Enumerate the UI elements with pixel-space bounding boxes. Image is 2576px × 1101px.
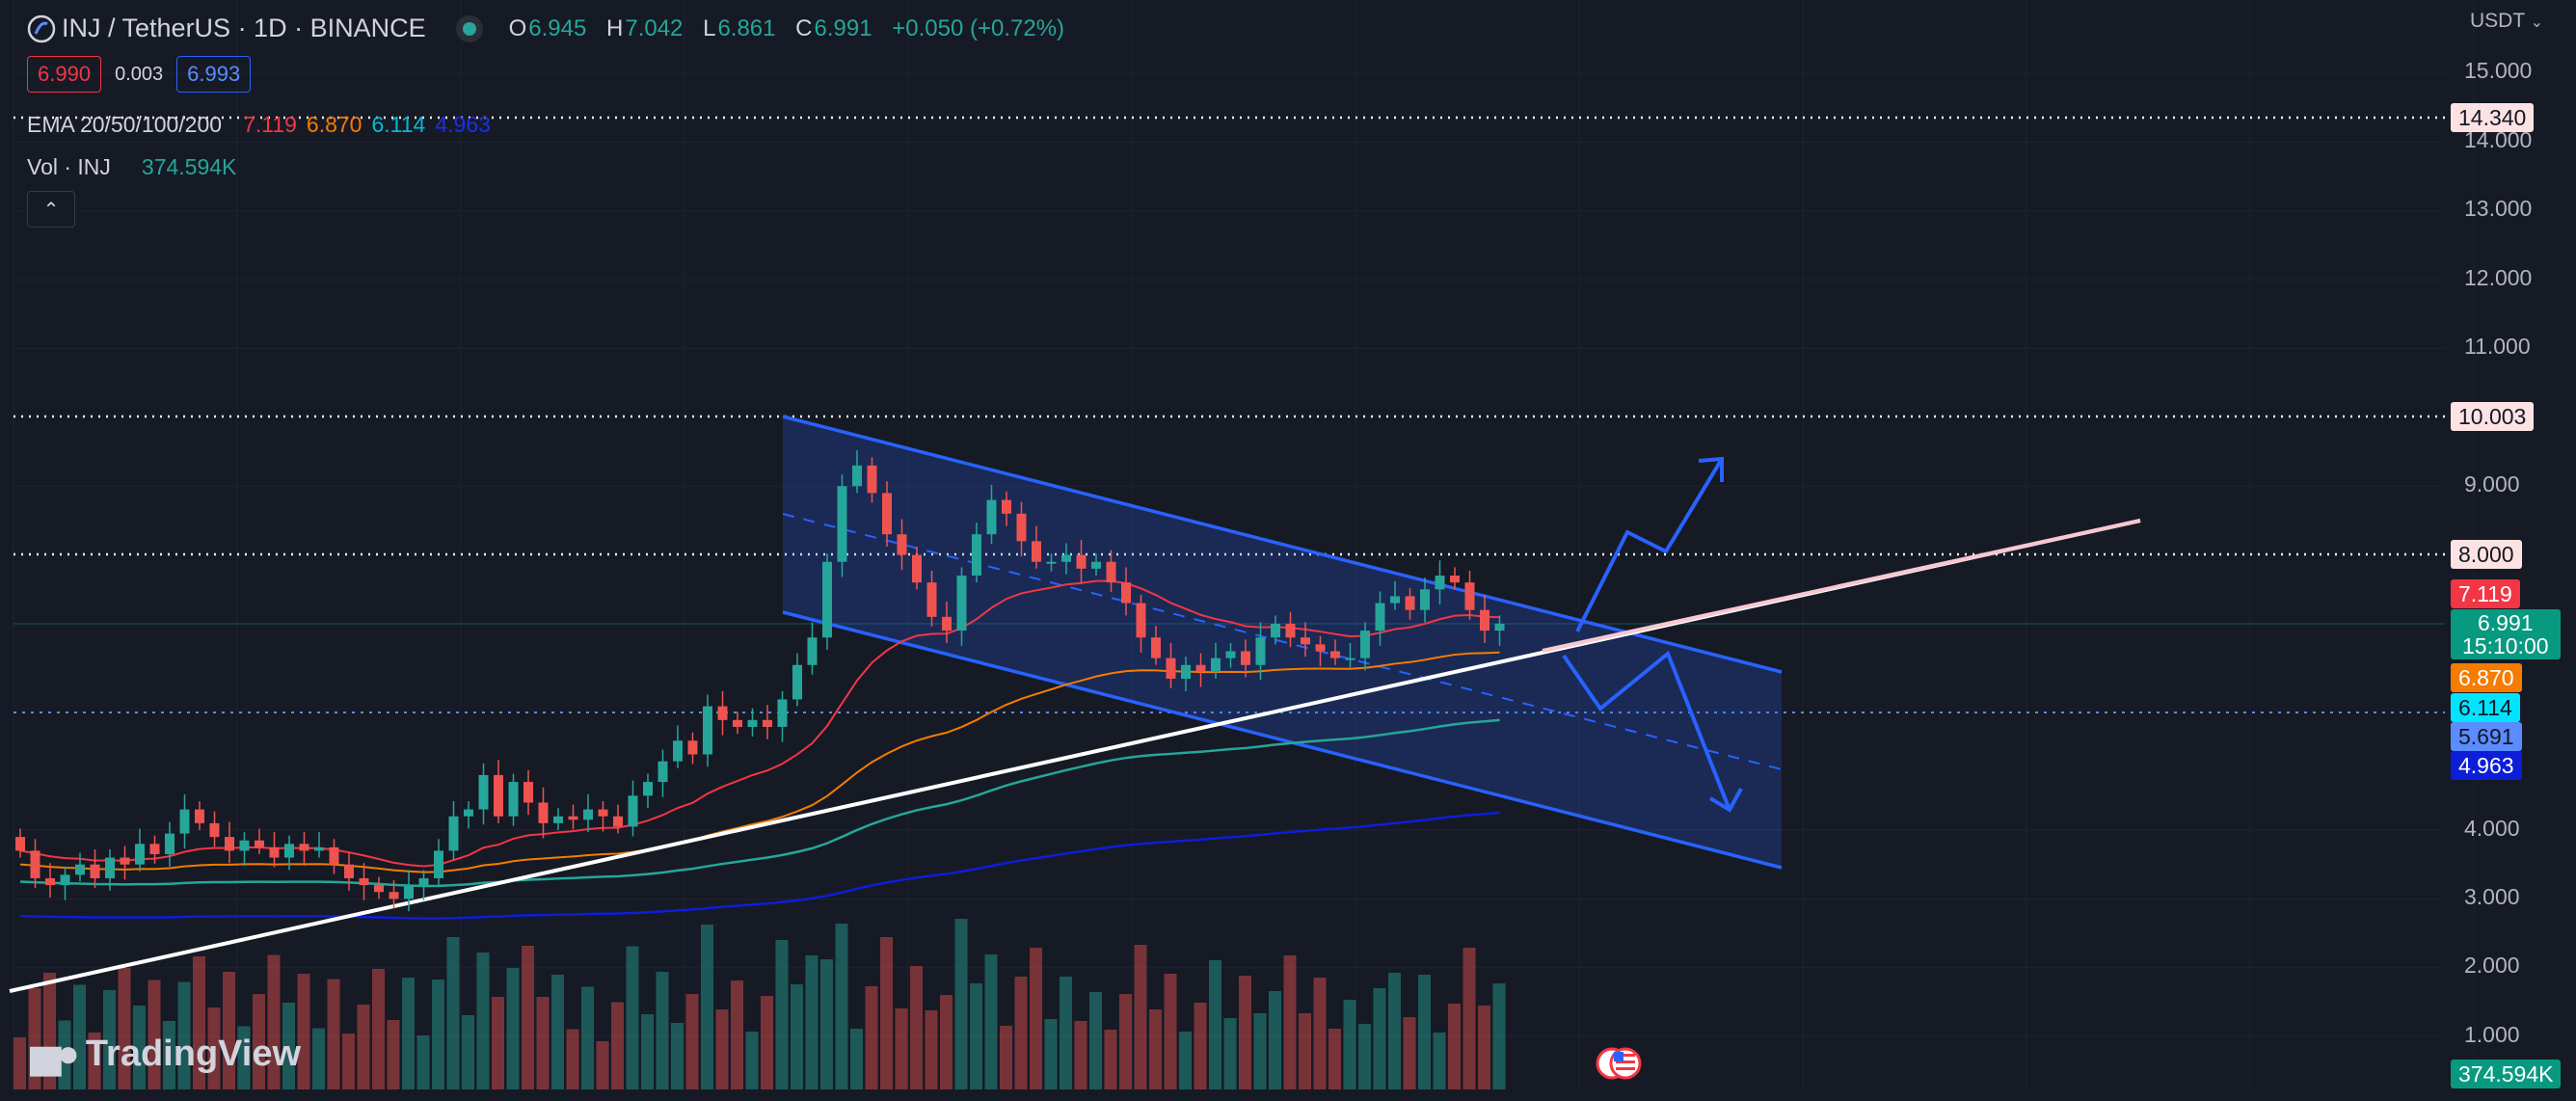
bearish-projection-arrow — [1562, 650, 1731, 811]
ema50-value: 6.870 — [306, 112, 362, 137]
close-label: C — [795, 14, 813, 41]
us-economic-event-flag-icon[interactable] — [1595, 1046, 1645, 1081]
ema200-value: 4.963 — [435, 112, 491, 137]
channel-mid-line — [782, 513, 1783, 770]
price-tick: 9.000 — [2464, 471, 2520, 497]
price-tick: 13.000 — [2464, 196, 2533, 221]
bullish-arrow-head — [1698, 456, 1724, 482]
tradingview-name: TradingView — [85, 1033, 302, 1074]
channel-lower-line — [782, 610, 1783, 870]
ema100-price-label: 6.114 — [2451, 693, 2520, 722]
ohlc-values: O6.945 H7.042 L6.861 C6.991 +0.050 (+0.7… — [509, 15, 1078, 42]
high-value: 7.042 — [625, 14, 684, 41]
bearish-arrow-head — [1708, 788, 1743, 813]
price-tick: 11.000 — [2464, 334, 2531, 359]
spread-value: 0.003 — [115, 63, 164, 85]
open-value: 6.945 — [528, 14, 587, 41]
volume-value: 374.594K — [141, 154, 237, 179]
ema100-line — [19, 718, 1500, 888]
buy-button[interactable]: 6.993 — [176, 56, 252, 93]
level-label-10003[interactable]: 10.003 — [2451, 402, 2535, 431]
ascending-trendline-extension — [1542, 519, 2141, 653]
currency-selector[interactable]: USDT ⌄ — [2470, 10, 2543, 33]
price-tick: 12.000 — [2464, 265, 2533, 290]
high-label: H — [606, 14, 624, 41]
currency-label: USDT — [2470, 10, 2525, 32]
tradingview-logo-icon: ▅● — [31, 1033, 80, 1075]
last-price-value: 6.991 — [2477, 610, 2534, 635]
level-label-8000[interactable]: 8.000 — [2451, 540, 2522, 569]
buy-sell-panel: 6.990 0.003 6.993 — [27, 56, 252, 93]
ema20-price-label: 7.119 — [2451, 579, 2520, 608]
price-tick: 3.000 — [2464, 884, 2520, 909]
injective-logo-icon — [27, 14, 56, 42]
sell-button[interactable]: 6.990 — [27, 56, 102, 93]
change-value: +0.050 (+0.72%) — [892, 14, 1065, 41]
ema20-value: 7.119 — [243, 112, 297, 137]
symbol-title: INJ / TetherUS · 1D · BINANCE — [62, 13, 426, 42]
collapse-legend-button[interactable]: ⌃ — [27, 191, 75, 228]
market-status-icon[interactable] — [462, 21, 476, 36]
ema50-line — [19, 651, 1500, 873]
last-price-label: 6.991 15:10:00 — [2451, 609, 2561, 659]
ema200-price-label: 4.963 — [2451, 751, 2522, 780]
ema100-value: 6.114 — [371, 112, 426, 137]
price-tick: 1.000 — [2464, 1022, 2520, 1047]
price-tick: 2.000 — [2464, 953, 2520, 978]
close-value: 6.991 — [814, 14, 872, 41]
tradingview-logo[interactable]: ▅● TradingView — [31, 1032, 301, 1076]
chart-grid — [13, 0, 2475, 1089]
price-tick: 4.000 — [2464, 816, 2520, 841]
volume-legend[interactable]: Vol · INJ 374.594K — [27, 154, 236, 180]
low-label: L — [703, 14, 716, 41]
bullish-projection-arrow — [1575, 457, 1724, 632]
chevron-down-icon: ⌄ — [2530, 14, 2544, 31]
ema20-line — [19, 579, 1500, 868]
volume-label: Vol · INJ — [27, 154, 111, 179]
ema-legend[interactable]: EMA 20/50/100/200 7.119 6.870 6.114 4.96… — [27, 112, 500, 138]
low-value: 6.861 — [717, 14, 776, 41]
candlesticks — [15, 450, 1505, 912]
symbol-header[interactable]: INJ / TetherUS · 1D · BINANCE O6.945 H7.… — [27, 13, 1078, 43]
bar-countdown: 15:10:00 — [2462, 633, 2549, 658]
ema200-line — [19, 811, 1500, 920]
ema50-price-label: 6.870 — [2451, 663, 2522, 692]
open-label: O — [508, 14, 527, 41]
chevron-up-icon: ⌃ — [42, 199, 60, 221]
ema-label: EMA 20/50/100/200 — [27, 112, 223, 137]
level-label-5691[interactable]: 5.691 — [2451, 722, 2522, 751]
volume-price-label: 374.594K — [2451, 1060, 2562, 1088]
volume-bars — [13, 919, 1506, 1089]
price-tick: 15.000 — [2464, 58, 2533, 83]
channel-upper-line — [782, 415, 1783, 674]
level-label-14340[interactable]: 14.340 — [2451, 103, 2535, 132]
